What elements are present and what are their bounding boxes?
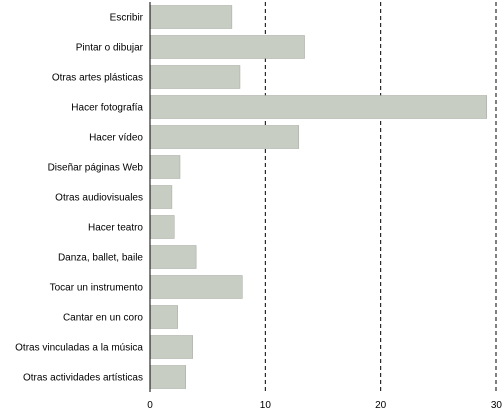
bar-11 — [150, 336, 193, 359]
x-tick-labels: 0 10 20 30 — [147, 400, 502, 411]
bar-1 — [150, 36, 305, 59]
bar-2 — [150, 66, 240, 89]
x-tick-label-20: 20 — [375, 400, 387, 411]
category-label-2: Otras artes plásticas — [52, 73, 143, 84]
bars — [150, 6, 487, 389]
bar-5 — [150, 156, 180, 179]
category-labels: Escribir Pintar o dibujar Otras artes plás… — [15, 13, 144, 384]
category-label-3: Hacer fotografía — [71, 103, 143, 114]
x-tick-label-10: 10 — [260, 400, 272, 411]
category-label-5: Diseñar páginas Web — [48, 163, 144, 174]
category-label-11: Otras vinculadas a la música — [15, 343, 143, 354]
category-label-0: Escribir — [110, 13, 144, 24]
bar-0 — [150, 6, 232, 29]
category-label-1: Pintar o dibujar — [76, 43, 144, 54]
category-label-8: Danza, ballet, baile — [58, 253, 143, 264]
bar-10 — [150, 306, 178, 329]
x-tick-label-30: 30 — [491, 400, 503, 411]
bar-6 — [150, 186, 172, 209]
category-label-7: Hacer teatro — [88, 223, 143, 234]
category-label-4: Hacer vídeo — [89, 133, 143, 144]
bar-8 — [150, 246, 196, 269]
category-label-10: Cantar en un coro — [63, 313, 143, 324]
bar-4 — [150, 126, 299, 149]
gridlines — [265, 2, 496, 392]
category-label-9: Tocar un instrumento — [50, 283, 144, 294]
bar-3 — [150, 96, 487, 119]
bar-12 — [150, 366, 186, 389]
category-label-6: Otras audiovisuales — [55, 193, 143, 204]
bar-9 — [150, 276, 242, 299]
x-tick-label-0: 0 — [147, 400, 153, 411]
bar-7 — [150, 216, 174, 239]
category-label-12: Otras actividades artísticas — [23, 373, 143, 384]
